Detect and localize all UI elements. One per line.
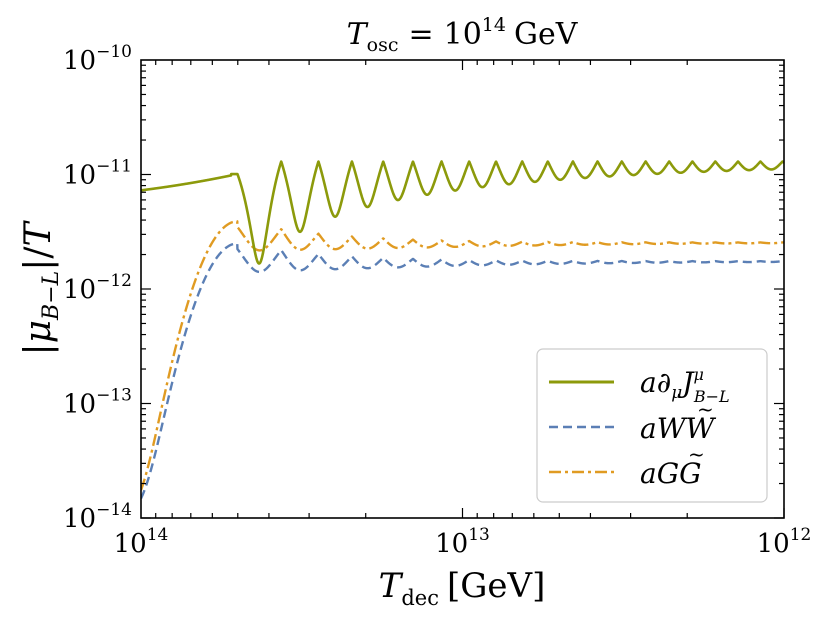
legend: a∂μJμ B−L aWW ~ aGG ~ [536, 348, 768, 503]
y-tick-label-3: 10−11 [63, 157, 132, 191]
y-tick-label-1: 10−13 [63, 386, 132, 420]
legend-box [536, 348, 768, 503]
legend-label-gg: aGG [640, 457, 701, 490]
xlabel-unit: [GeV] [447, 566, 545, 606]
y-tick-label-2: 10−12 [63, 271, 132, 305]
legend-label-jbl: a∂μJμ B−L [640, 365, 730, 406]
series-ww-line [141, 242, 784, 500]
x-tick-label-2: 1012 [757, 525, 812, 559]
x-tick-label-1: 1013 [435, 525, 490, 559]
title-sub: osc [367, 34, 399, 56]
title-eq: = [408, 17, 433, 52]
legend-tilde-gg: ~ [688, 442, 705, 466]
x-tick-label-0: 1014 [114, 525, 169, 559]
legend-label-ww: aWW [640, 412, 716, 445]
legend-tilde-ww: ~ [697, 397, 714, 421]
series-gg-line [141, 220, 784, 491]
y-tick-label-4: 10−10 [63, 42, 132, 76]
tick-layer: 1014 1013 1012 10−14 10−13 10−12 10−11 10−10 [63, 42, 811, 559]
xlabel-var: T [379, 566, 404, 606]
ylabel-var2: T [18, 219, 59, 246]
y-tick-label-0: 10−14 [63, 500, 132, 534]
title-base: 10 [444, 17, 482, 52]
title-exp: 14 [482, 14, 506, 36]
xlabel-sub: dec [401, 586, 439, 610]
ylabel-pre: | [18, 343, 59, 355]
ylabel-var: μ [18, 320, 59, 343]
chart-title: Tosc = 1014 GeV [347, 14, 579, 56]
title-unit: GeV [514, 17, 579, 52]
title-var: T [347, 17, 369, 52]
series-jbl-line [141, 160, 784, 265]
y-axis-label: |μB−L|/T [18, 219, 64, 355]
ylabel-post: |/ [18, 246, 59, 271]
series-layer [141, 160, 784, 500]
x-axis-label: Tdec [GeV] [379, 566, 546, 610]
ylabel-sub: B−L [39, 271, 64, 321]
